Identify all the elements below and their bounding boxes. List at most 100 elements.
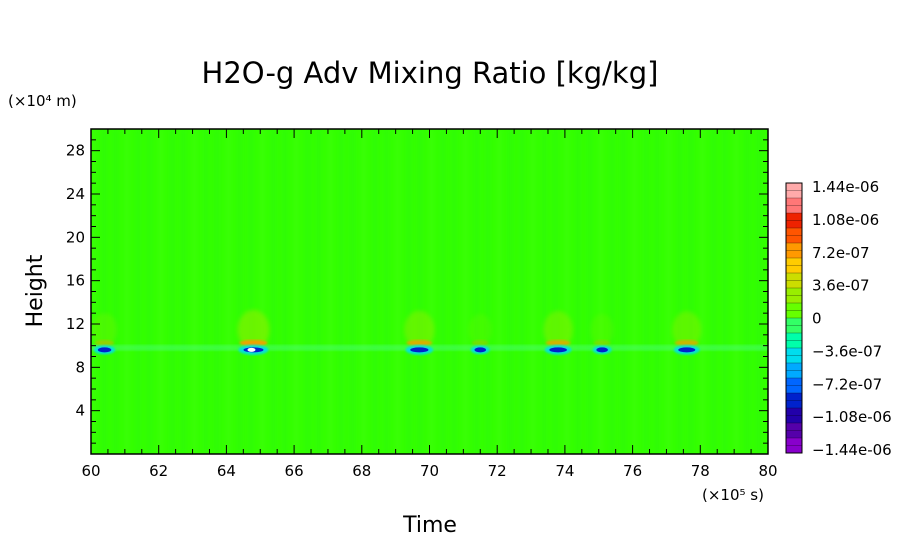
heatmap-feature-2 — [404, 310, 435, 355]
heatmap-streak — [474, 129, 479, 454]
heatmap-feature-5 — [590, 314, 614, 355]
heatmap-streak — [576, 129, 581, 454]
heatmap-streak — [350, 129, 355, 454]
heatmap-plot-area — [91, 129, 768, 454]
heatmap-streak — [711, 129, 716, 454]
heatmap-streak — [294, 129, 299, 454]
y-tick-label: 8 — [75, 358, 85, 376]
heatmap-streak — [271, 129, 276, 454]
heatmap-streaks — [91, 129, 761, 454]
heatmap-streak — [226, 129, 231, 454]
heatmap-streak — [215, 129, 220, 454]
heatmap-positive-core — [239, 339, 268, 346]
y-axis-unit: (×10⁴ m) — [8, 92, 77, 110]
colorbar-label: −3.6e-07 — [812, 342, 882, 360]
colorbar-frame — [785, 182, 803, 454]
heatmap-streak — [406, 129, 411, 454]
heatmap-streak — [497, 129, 502, 454]
chart-title: H2O-g Adv Mixing Ratio [kg/kg] — [202, 56, 659, 90]
heatmap-streak — [722, 129, 727, 454]
heatmap-streak — [181, 129, 186, 454]
heatmap-streak — [621, 129, 626, 454]
heatmap-streak — [485, 129, 490, 454]
heatmap-streak — [203, 129, 208, 454]
colorbar-label: −1.44e-06 — [812, 441, 892, 459]
heatmap-streak — [136, 129, 141, 454]
colorbar-label: 1.44e-06 — [812, 178, 879, 196]
heatmap-positive-core — [471, 339, 489, 346]
x-tick-label: 66 — [285, 462, 304, 480]
heatmap-feature-0 — [91, 313, 118, 355]
heatmap-streak — [745, 129, 750, 454]
heatmap-streak — [102, 129, 107, 454]
heatmap-positive-lobe — [468, 314, 493, 346]
heatmap-streak — [305, 129, 310, 454]
heatmap-streak — [587, 129, 592, 454]
heatmap-positive-lobe — [91, 313, 118, 347]
heatmap-positive-core — [545, 339, 571, 346]
heatmap-positive-core — [94, 339, 115, 346]
heatmap-streak — [598, 129, 603, 454]
x-tick-label: 70 — [420, 462, 439, 480]
heatmap-streak — [700, 129, 705, 454]
axes: 60 62 64 66 68 70 72 74 76 78 80 4 8 12 16 20 24 28 — [66, 128, 778, 480]
heatmap-negative-core — [596, 347, 608, 353]
colorbar: 1.44e-06 1.08e-06 7.2e-07 3.6e-07 0 −3.6e-07 −… — [785, 178, 892, 459]
heatmap-streak — [113, 129, 118, 454]
heatmap-positive-lobe — [404, 310, 435, 349]
heatmap-streak — [373, 129, 378, 454]
x-tick-label: 78 — [691, 462, 710, 480]
heatmap-streak — [237, 129, 242, 454]
heatmap-streak — [327, 129, 332, 454]
heatmap-negative-core — [410, 347, 429, 353]
heatmap-extreme-core — [247, 347, 256, 352]
heatmap-streak — [463, 129, 468, 454]
heatmap-streak — [418, 129, 423, 454]
y-tick-label: 28 — [66, 142, 85, 160]
heatmap-positive-lobe — [543, 311, 573, 349]
y-tick-label: 4 — [75, 402, 85, 420]
x-tick-label: 60 — [81, 462, 100, 480]
heatmap-streak — [361, 129, 366, 454]
y-tick-label: 16 — [66, 272, 85, 290]
x-tick-label: 74 — [555, 462, 574, 480]
x-tick-label: 68 — [352, 462, 371, 480]
heatmap-feature-4 — [543, 311, 573, 355]
heatmap-streak — [339, 129, 344, 454]
heatmap-feature-3 — [468, 314, 493, 355]
heatmap-streak — [610, 129, 615, 454]
heatmap-feature-6 — [672, 311, 702, 355]
heatmap-streak — [124, 129, 129, 454]
heatmap-streak — [282, 129, 287, 454]
heatmap-streak — [316, 129, 321, 454]
x-tick-label: 64 — [217, 462, 236, 480]
heatmap-feature-1 — [237, 309, 270, 355]
heatmap-streak — [508, 129, 513, 454]
heatmap-streak — [531, 129, 536, 454]
x-tick-label: 62 — [149, 462, 168, 480]
x-tick-label: 72 — [488, 462, 507, 480]
x-tick-label: 80 — [758, 462, 777, 480]
heatmap-negative-core — [97, 347, 112, 353]
heatmap-positive-lobe — [590, 314, 614, 346]
heatmap-negative-core — [549, 347, 567, 353]
heatmap-streak — [248, 129, 253, 454]
heatmap-streak — [564, 129, 569, 454]
heatmap-streak — [452, 129, 457, 454]
heatmap-streak — [666, 129, 671, 454]
heatmap-streak — [440, 129, 445, 454]
heatmap-streak — [655, 129, 660, 454]
x-axis-label: Time — [402, 513, 457, 538]
heatmap-positive-lobe — [237, 309, 270, 350]
heatmap-positive-core — [406, 339, 433, 346]
colorbar-label: −1.08e-06 — [812, 408, 892, 426]
heatmap-streak — [542, 129, 547, 454]
colorbar-label: −7.2e-07 — [812, 375, 882, 393]
y-axis-label: Height — [23, 254, 48, 327]
heatmap-streak — [158, 129, 163, 454]
heatmap-streak — [169, 129, 174, 454]
heatmap-streak — [677, 129, 682, 454]
x-tick-label: 76 — [623, 462, 642, 480]
heatmap-streak — [192, 129, 197, 454]
heatmap-streak — [147, 129, 152, 454]
